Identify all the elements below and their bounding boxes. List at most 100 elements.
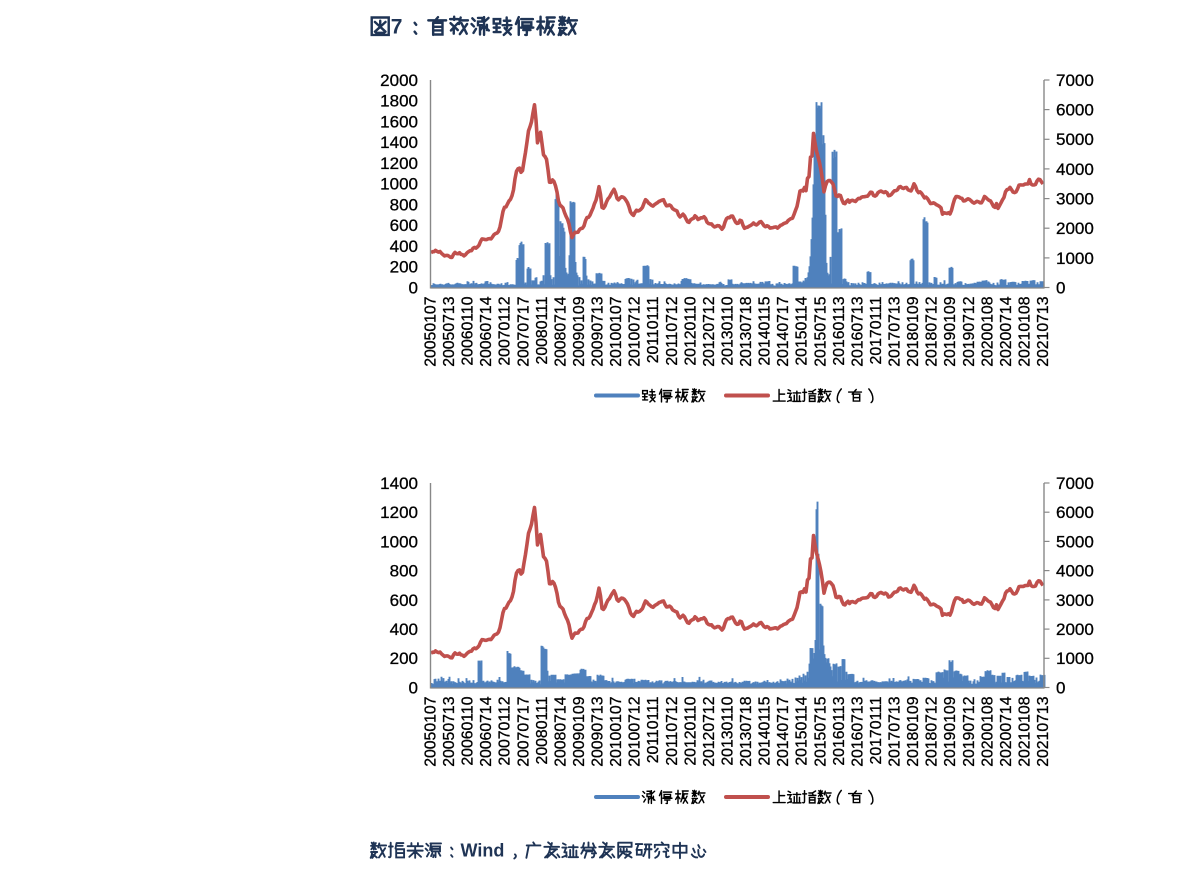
svg-text:20120712: 20120712 xyxy=(701,697,718,767)
svg-text:20160113: 20160113 xyxy=(831,696,848,765)
svg-text:20080714: 20080714 xyxy=(552,296,569,366)
svg-text:20200714: 20200714 xyxy=(998,296,1015,366)
svg-text:2000: 2000 xyxy=(380,71,418,90)
svg-text:Wind: Wind xyxy=(461,841,505,861)
svg-text:20050107: 20050107 xyxy=(423,697,440,767)
svg-text:20170111: 20170111 xyxy=(868,696,885,764)
svg-text:20090109: 20090109 xyxy=(571,296,588,366)
svg-text:20070717: 20070717 xyxy=(515,297,532,367)
svg-text:400: 400 xyxy=(390,237,418,256)
svg-text:20150715: 20150715 xyxy=(812,696,829,766)
svg-text:3000: 3000 xyxy=(1056,190,1094,209)
svg-text:20170713: 20170713 xyxy=(887,696,904,766)
svg-text:20060110: 20060110 xyxy=(460,696,477,765)
svg-text:20140115: 20140115 xyxy=(757,296,774,365)
svg-text:20050107: 20050107 xyxy=(423,297,440,367)
svg-text:20110111: 20110111 xyxy=(645,296,662,363)
svg-text:5000: 5000 xyxy=(1056,532,1094,551)
svg-text:4000: 4000 xyxy=(1056,562,1094,581)
svg-text:2000: 2000 xyxy=(1056,219,1094,238)
svg-text:20120712: 20120712 xyxy=(701,297,718,367)
svg-text:20150715: 20150715 xyxy=(812,296,829,366)
svg-text:800: 800 xyxy=(390,195,418,214)
svg-text:20140717: 20140717 xyxy=(775,297,792,367)
svg-text:20070717: 20070717 xyxy=(515,697,532,767)
svg-text:20130718: 20130718 xyxy=(738,296,755,366)
svg-text:20080111: 20080111 xyxy=(534,296,551,364)
svg-text:20170111: 20170111 xyxy=(868,296,885,364)
svg-text:20210108: 20210108 xyxy=(1016,296,1033,366)
svg-text:20210713: 20210713 xyxy=(1035,296,1052,366)
svg-text:0: 0 xyxy=(409,679,418,698)
svg-text:1800: 1800 xyxy=(380,92,418,111)
svg-text:20210713: 20210713 xyxy=(1035,696,1052,766)
svg-text:20130718: 20130718 xyxy=(738,696,755,766)
svg-text:400: 400 xyxy=(390,620,418,639)
svg-text:20070112: 20070112 xyxy=(497,697,514,766)
svg-text:20100107: 20100107 xyxy=(608,297,625,367)
svg-text:20110111: 20110111 xyxy=(645,696,662,763)
svg-text:0: 0 xyxy=(1056,679,1065,698)
svg-text:20150114: 20150114 xyxy=(794,696,811,765)
svg-text:1400: 1400 xyxy=(380,474,418,493)
svg-text:20190109: 20190109 xyxy=(942,696,959,766)
svg-text:20090713: 20090713 xyxy=(590,296,607,366)
svg-text:1600: 1600 xyxy=(380,113,418,132)
svg-text:1000: 1000 xyxy=(380,175,418,194)
svg-text:20110712: 20110712 xyxy=(664,697,681,766)
svg-text:20180712: 20180712 xyxy=(924,297,941,367)
svg-text:20060110: 20060110 xyxy=(460,296,477,365)
svg-text:20160113: 20160113 xyxy=(831,296,848,365)
svg-text:7: 7 xyxy=(391,15,403,38)
svg-text:7000: 7000 xyxy=(1056,71,1094,90)
svg-text:20110712: 20110712 xyxy=(664,297,681,366)
svg-text:20180109: 20180109 xyxy=(905,296,922,366)
svg-text:0: 0 xyxy=(1056,278,1065,297)
svg-text:20080111: 20080111 xyxy=(534,696,551,764)
svg-text:20060714: 20060714 xyxy=(478,696,495,766)
svg-text:20140115: 20140115 xyxy=(757,696,774,765)
svg-text:0: 0 xyxy=(409,278,418,297)
svg-text:1000: 1000 xyxy=(380,532,418,551)
svg-text:20120110: 20120110 xyxy=(682,296,699,365)
svg-text:5000: 5000 xyxy=(1056,130,1094,149)
svg-text:20080714: 20080714 xyxy=(552,696,569,766)
svg-text:20060714: 20060714 xyxy=(478,296,495,366)
svg-text:20050713: 20050713 xyxy=(441,296,458,366)
svg-text:20130110: 20130110 xyxy=(720,296,737,365)
svg-text:20100107: 20100107 xyxy=(608,697,625,767)
svg-text:20100712: 20100712 xyxy=(627,297,644,367)
svg-text:20190109: 20190109 xyxy=(942,296,959,366)
svg-text:20140717: 20140717 xyxy=(775,697,792,767)
svg-text:20210108: 20210108 xyxy=(1016,696,1033,766)
svg-text:20200108: 20200108 xyxy=(979,296,996,366)
svg-text:800: 800 xyxy=(390,562,418,581)
svg-text:1000: 1000 xyxy=(1056,249,1094,268)
svg-text:2000: 2000 xyxy=(1056,620,1094,639)
svg-text:20100712: 20100712 xyxy=(627,697,644,767)
svg-text:20090109: 20090109 xyxy=(571,696,588,766)
svg-text:600: 600 xyxy=(390,216,418,235)
svg-text:7000: 7000 xyxy=(1056,474,1094,493)
svg-text:20180712: 20180712 xyxy=(924,697,941,767)
svg-text:4000: 4000 xyxy=(1056,160,1094,179)
svg-text:20090713: 20090713 xyxy=(590,696,607,766)
svg-text:20120110: 20120110 xyxy=(682,696,699,765)
svg-text:20190712: 20190712 xyxy=(961,297,978,367)
svg-text:1200: 1200 xyxy=(380,503,418,522)
svg-text:20070112: 20070112 xyxy=(497,297,514,366)
svg-text:1400: 1400 xyxy=(380,133,418,152)
svg-text:20200714: 20200714 xyxy=(998,696,1015,766)
svg-text:20190712: 20190712 xyxy=(961,697,978,767)
svg-text:20160713: 20160713 xyxy=(849,296,866,366)
svg-text:1200: 1200 xyxy=(380,154,418,173)
svg-text:20130110: 20130110 xyxy=(720,696,737,765)
svg-text:20180109: 20180109 xyxy=(905,696,922,766)
svg-text:600: 600 xyxy=(390,591,418,610)
svg-text:20170713: 20170713 xyxy=(887,296,904,366)
svg-text:3000: 3000 xyxy=(1056,591,1094,610)
svg-text:20160713: 20160713 xyxy=(849,696,866,766)
svg-text:6000: 6000 xyxy=(1056,503,1094,522)
svg-text:200: 200 xyxy=(390,258,418,277)
svg-text:20200108: 20200108 xyxy=(979,696,996,766)
